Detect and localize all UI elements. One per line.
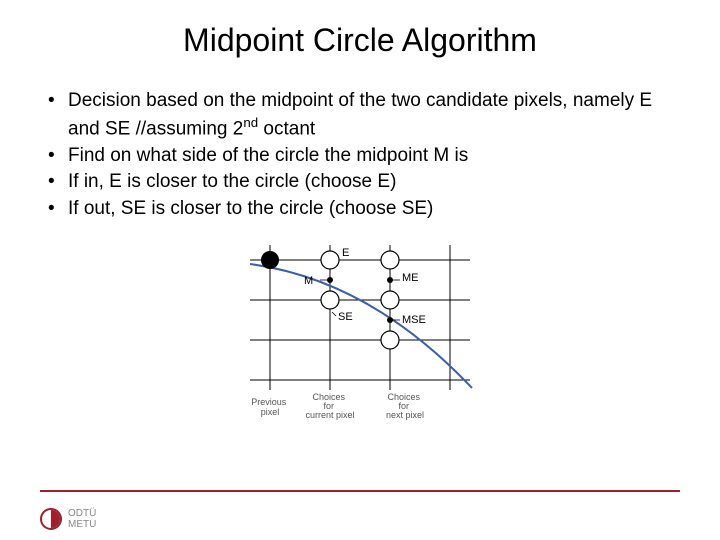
metu-logo-icon bbox=[40, 508, 62, 530]
footer-divider bbox=[40, 490, 680, 492]
label-se: SE bbox=[338, 311, 353, 323]
caption-current: Choices for current pixel bbox=[305, 392, 354, 420]
bullet-item: If in, E is closer to the circle (choose… bbox=[48, 170, 680, 195]
pixel-e bbox=[321, 251, 339, 269]
label-e: E bbox=[342, 247, 349, 259]
bullet-item: Find on what side of the circle the midp… bbox=[48, 144, 680, 169]
bullet-text: Find on what side of the circle the midp… bbox=[68, 145, 468, 166]
midpoint-me bbox=[387, 277, 393, 283]
footer-logo: ODTÜ METU bbox=[40, 508, 96, 530]
label-m: M bbox=[304, 275, 313, 287]
pixel-next-se bbox=[381, 331, 399, 349]
midpoint-circle-diagram: E ME M SE MSE Previous pixel Choices for… bbox=[220, 240, 500, 440]
bullet-text: If out, SE is closer to the circle (choo… bbox=[68, 198, 433, 219]
logo-line2: METU bbox=[68, 519, 96, 530]
bullet-item: Decision based on the midpoint of the tw… bbox=[48, 89, 680, 142]
caption-next: Choices for next pixel bbox=[386, 392, 424, 420]
caption-previous: Previous pixel bbox=[251, 397, 289, 417]
diagram-container: E ME M SE MSE Previous pixel Choices for… bbox=[0, 240, 720, 440]
label-me: ME bbox=[402, 272, 419, 284]
bullet-text: Decision based on the midpoint of the tw… bbox=[68, 90, 652, 139]
bullet-list: Decision based on the midpoint of the tw… bbox=[0, 89, 720, 222]
pixel-next-me bbox=[381, 291, 399, 309]
logo-line1: ODTÜ bbox=[68, 508, 96, 519]
pixel-previous bbox=[261, 251, 279, 269]
bullet-text: octant bbox=[258, 118, 315, 139]
bullet-item: If out, SE is closer to the circle (choo… bbox=[48, 197, 680, 222]
circle-arc bbox=[250, 264, 472, 388]
logo-text: ODTÜ METU bbox=[68, 508, 96, 530]
page-title: Midpoint Circle Algorithm bbox=[0, 0, 720, 89]
midpoint-mse bbox=[387, 317, 393, 323]
pixel-next-e bbox=[381, 251, 399, 269]
superscript: nd bbox=[243, 115, 258, 130]
pixel-se bbox=[321, 291, 339, 309]
bullet-text: If in, E is closer to the circle (choose… bbox=[68, 171, 396, 192]
label-mse: MSE bbox=[402, 314, 426, 326]
